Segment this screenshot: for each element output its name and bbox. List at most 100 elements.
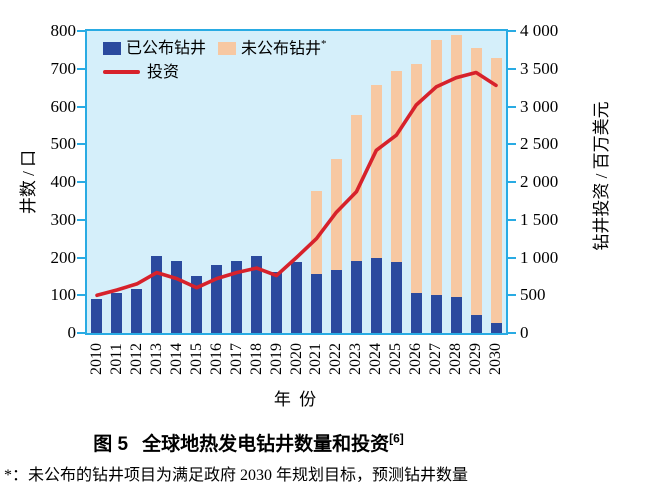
y-tick-label-right: 500	[520, 285, 546, 305]
y-tick-right	[508, 30, 516, 32]
x-tick-label-2018: 2018	[247, 343, 265, 375]
y-tick-label-left: 0	[67, 323, 77, 342]
x-axis-title: 年 份	[273, 390, 319, 409]
y-tick-left	[77, 256, 85, 259]
x-tick-label-2028: 2028	[447, 343, 465, 375]
x-tick-label-2024: 2024	[367, 343, 385, 375]
y-tick-label-right: 3 000	[520, 96, 559, 116]
bar-unannounced-2027	[430, 40, 442, 296]
y-tick-right	[508, 105, 516, 108]
y-tick-left	[77, 218, 85, 221]
figure-caption: 图 5 全球地热发电钻井数量和投资[6]	[0, 429, 497, 456]
bar-unannounced-2025	[390, 70, 402, 263]
legend-item-announced: 已公布钻井	[103, 37, 206, 60]
bar-announced-2023	[350, 261, 362, 333]
y-tick-label-right: 4 000	[520, 21, 559, 40]
y-tick-label-left: 400	[50, 172, 77, 191]
y-tick-right	[508, 218, 516, 221]
y-tick-right	[508, 332, 516, 334]
chart-area: 已公布钻井 未公布钻井* 投资 井数 / 口 钻井投资 / 百万美元 年 份 0…	[19, 21, 611, 410]
bar-announced-2021	[310, 274, 322, 333]
caption-number: 图 5	[93, 434, 129, 455]
x-tick-label-2022: 2022	[327, 343, 345, 375]
bar-announced-2030	[490, 322, 502, 333]
bar-announced-2010	[91, 299, 103, 333]
legend-item-unannounced: 未公布钻井*	[218, 37, 327, 61]
y-tick-right	[508, 143, 516, 146]
x-tick-label-2020: 2020	[287, 343, 305, 375]
y-tick-label-right: 1 500	[520, 209, 559, 229]
y-tick-left	[77, 181, 85, 183]
x-tick-label-2011: 2011	[107, 343, 125, 375]
bar-announced-2022	[330, 269, 342, 333]
bar-announced-2018	[251, 256, 263, 333]
y-tick-label-left: 700	[50, 58, 77, 78]
bar-unannounced-2028	[450, 34, 462, 298]
y-tick-label-right: 0	[520, 323, 529, 342]
legend-row-2: 投资	[103, 61, 339, 84]
announced-swatch-icon	[103, 42, 121, 56]
y-tick-right	[508, 181, 516, 183]
bar-announced-2014	[171, 260, 183, 333]
x-tick-label-2029: 2029	[467, 343, 485, 375]
bar-announced-2024	[370, 257, 382, 333]
bar-announced-2027	[430, 295, 442, 333]
x-tick-label-2017: 2017	[227, 343, 245, 375]
plot-area: 已公布钻井 未公布钻井* 投资	[85, 29, 508, 335]
x-tick-label-2030: 2030	[487, 343, 505, 375]
x-tick-label-2013: 2013	[147, 343, 165, 375]
x-tick-label-2010: 2010	[87, 343, 105, 375]
unannounced-swatch-icon	[218, 42, 237, 56]
footnote: *：未公布的钻井项目为满足政府 2030 年规划目标，预测钻井数量	[4, 467, 469, 484]
bar-unannounced-2023	[350, 114, 362, 262]
y-tick-label-left: 100	[50, 285, 77, 305]
bar-announced-2012	[131, 288, 143, 333]
y-tick-label-left: 800	[50, 21, 77, 40]
y-tick-label-left: 500	[50, 134, 77, 154]
bar-unannounced-2029	[470, 48, 482, 315]
bar-unannounced-2024	[370, 84, 382, 258]
y-tick-left	[77, 332, 85, 334]
bar-announced-2017	[231, 260, 243, 333]
caption-title: 全球地热发电钻井数量和投资	[142, 434, 390, 455]
bar-announced-2015	[191, 275, 203, 333]
x-tick-label-2026: 2026	[407, 343, 425, 375]
y-tick-label-right: 1 000	[520, 247, 559, 267]
x-tick-label-2015: 2015	[187, 343, 205, 375]
legend-label-investment: 投资	[147, 63, 180, 81]
caption-reference-superscript: [6]	[389, 431, 404, 446]
y-tick-right	[508, 256, 516, 259]
x-tick-label-2019: 2019	[267, 343, 285, 375]
legend-label-unannounced: 未公布钻井*	[241, 38, 327, 58]
bar-announced-2011	[111, 293, 123, 333]
y-tick-label-left: 300	[50, 209, 77, 229]
y-tick-label-right: 3 500	[520, 58, 559, 78]
legend: 已公布钻井 未公布钻井* 投资	[103, 37, 339, 84]
bar-unannounced-2021	[310, 191, 322, 275]
bar-announced-2019	[271, 271, 283, 333]
y-tick-right	[508, 67, 516, 70]
asterisk-superscript: *	[321, 38, 327, 50]
right-axis-title: 钻井投资 / 百万美元	[592, 101, 611, 251]
y-tick-left	[77, 105, 85, 108]
x-tick-label-2025: 2025	[387, 343, 405, 375]
y-tick-left	[77, 143, 85, 146]
bar-unannounced-2026	[410, 63, 422, 294]
bar-unannounced-2022	[330, 158, 342, 270]
y-tick-label-left: 200	[50, 247, 77, 267]
x-tick-label-2023: 2023	[347, 343, 365, 375]
x-tick-label-2014: 2014	[167, 343, 185, 375]
bar-announced-2016	[211, 264, 223, 333]
x-tick-label-2021: 2021	[307, 343, 325, 375]
investment-line-swatch-icon	[103, 70, 140, 75]
y-tick-label-right: 2 500	[520, 134, 559, 154]
bar-announced-2026	[410, 293, 422, 333]
y-tick-right	[508, 294, 516, 297]
y-tick-label-left: 600	[50, 96, 77, 116]
bar-announced-2025	[390, 262, 402, 333]
x-tick-label-2027: 2027	[427, 343, 445, 375]
x-tick-label-2012: 2012	[127, 343, 145, 375]
legend-item-investment: 投资	[103, 61, 179, 84]
legend-label-announced: 已公布钻井	[126, 40, 207, 58]
